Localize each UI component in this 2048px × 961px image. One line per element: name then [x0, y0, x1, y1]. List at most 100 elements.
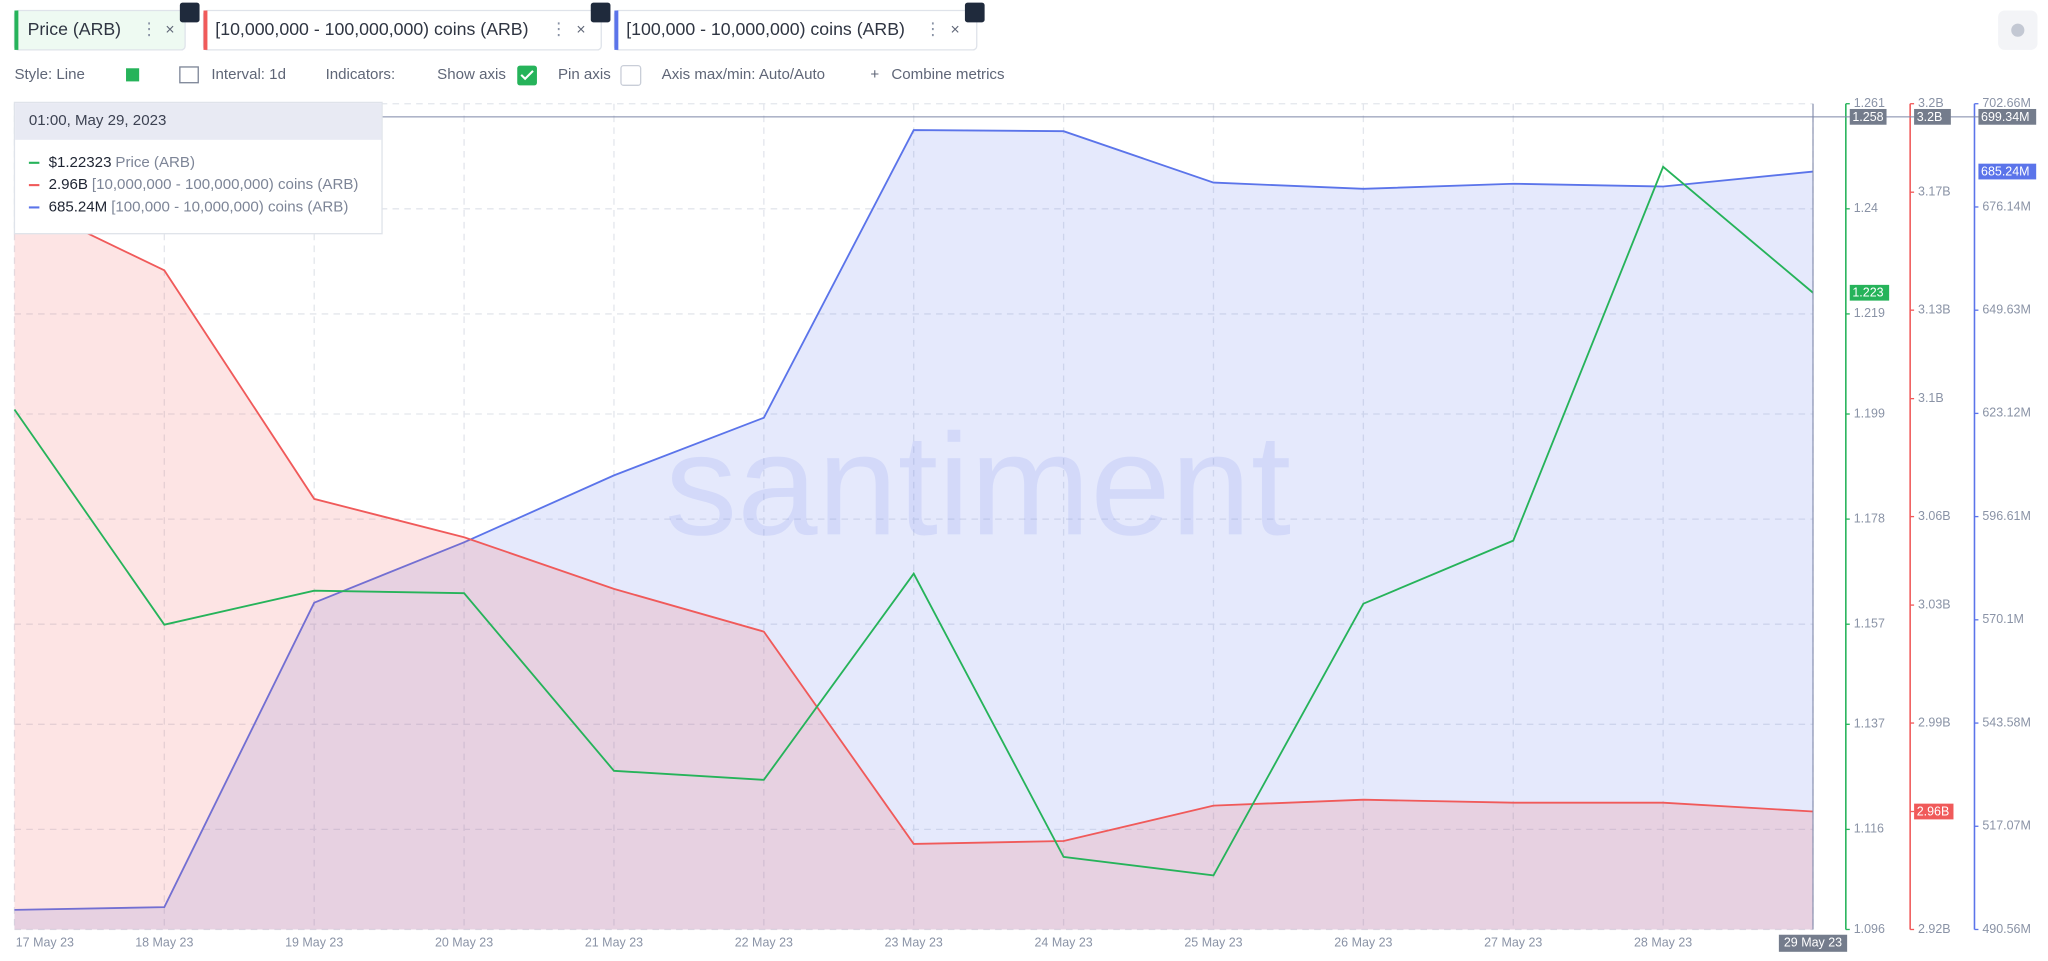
tab-icon — [179, 2, 200, 23]
tooltip-row: $1.22323 Price (ARB) — [49, 154, 195, 171]
x-tick-label: 20 May 23 — [435, 936, 493, 950]
current-value-badge — [1978, 163, 2037, 180]
style-dropdown[interactable]: Style: Line — [14, 66, 84, 83]
x-tick-label: 19 May 23 — [285, 936, 343, 950]
x-tick-label: 27 May 23 — [1484, 936, 1542, 950]
tooltip-header: 01:00, May 29, 2023 — [29, 112, 166, 129]
tooltip-header-bg — [15, 103, 382, 140]
tooltip-value: 2.96B — [49, 176, 88, 193]
x-tick-label: 18 May 23 — [135, 936, 193, 950]
tooltip-row: 2.96B [10,000,000 - 100,000,000) coins (A… — [49, 176, 359, 193]
crosshair-badge — [1914, 108, 1951, 125]
y-tick-label: 570.1M — [1982, 612, 2024, 626]
y-tick-label: 702.66M — [1982, 96, 2031, 110]
tab-label[interactable]: [100,000 - 10,000,000) coins (ARB) — [626, 19, 905, 39]
crosshair-label: 699.34M — [1981, 110, 2030, 124]
current-value-label: 1.223 — [1852, 286, 1883, 300]
tab-close[interactable]: × — [950, 21, 959, 38]
y-tick-label: 1.24 — [1854, 201, 1878, 215]
y-tick-label: 1.157 — [1854, 616, 1885, 630]
x-tick-label: 21 May 23 — [585, 936, 643, 950]
tab-close[interactable]: × — [576, 21, 585, 38]
crosshair-label: 3.2B — [1917, 110, 1943, 124]
tooltip-value: 685.24M — [49, 198, 108, 215]
area — [14, 198, 1814, 930]
tab-menu[interactable]: ⋮ — [550, 20, 567, 39]
y-tick-label: 1.096 — [1854, 922, 1885, 936]
crosshair-badge — [1849, 108, 1887, 125]
y-tick-label: 490.56M — [1982, 922, 2031, 936]
tab-menu[interactable]: ⋮ — [924, 20, 941, 39]
line — [13, 165, 1814, 877]
x-tick-label: 29 May 23 — [1784, 936, 1842, 950]
y-tick-label: 596.61M — [1982, 509, 2031, 523]
x-tick-label: 24 May 23 — [1034, 936, 1092, 950]
tab-icon — [590, 2, 611, 23]
y-tick-label: 1.116 — [1854, 822, 1884, 836]
y-tick-label: 1.219 — [1854, 306, 1885, 320]
pin-axis-label: Pin axis — [558, 66, 611, 83]
y-tick-label: 517.07M — [1982, 819, 2031, 833]
current-value-label: 685.24M — [1981, 164, 2030, 178]
y-tick-label: 623.12M — [1982, 406, 2031, 420]
watermark: santiment — [665, 403, 1291, 565]
tab-label[interactable]: Price (ARB) — [28, 19, 122, 39]
line — [14, 129, 1814, 911]
plus-icon: + — [870, 66, 879, 83]
interval-icon — [179, 66, 199, 84]
tab-close[interactable]: × — [165, 21, 174, 38]
color-picker[interactable] — [126, 68, 140, 82]
tab-marker — [614, 10, 619, 50]
y-tick-label: 676.14M — [1982, 199, 2031, 213]
x-tick-label: 25 May 23 — [1184, 936, 1242, 950]
y-tick-label: 1.199 — [1854, 406, 1885, 420]
tab-marker — [203, 10, 208, 50]
y-tick-label: 3.17B — [1918, 184, 1951, 198]
tab-icon — [964, 2, 985, 23]
x-tick-label: 28 May 23 — [1634, 936, 1692, 950]
y-tick-label: 3.1B — [1918, 391, 1944, 405]
crosshair-badge — [1978, 108, 2037, 125]
tab-menu[interactable]: ⋮ — [140, 20, 157, 39]
combine-metrics-button[interactable]: Combine metrics — [891, 66, 1004, 83]
y-tick-label: 1.137 — [1854, 717, 1885, 731]
x-tick-label: 26 May 23 — [1334, 936, 1392, 950]
tooltip-row: 685.24M [100,000 - 10,000,000) coins (ARB… — [49, 198, 349, 215]
tooltip-value: $1.22323 — [49, 154, 112, 171]
chart: 1.261 1.24 1.219 1.199 1.178 1.157 1.137 1.116 1… — [13, 96, 2037, 952]
current-value-label: 2.96B — [1917, 804, 1950, 818]
tab-marker — [14, 10, 19, 50]
indicators-dropdown[interactable]: Indicators: — [326, 66, 396, 83]
tooltip: 01:00, May 29, 2023 $1.22323 Price (ARB) 2… — [13, 101, 383, 235]
interval-dropdown[interactable]: Interval: 1d — [211, 66, 286, 83]
tooltip-name: [10,000,000 - 100,000,000) coins (ARB) — [92, 176, 359, 193]
tab-label[interactable]: [10,000,000 - 100,000,000) coins (ARB) — [215, 19, 528, 39]
tooltip-name: [100,000 - 10,000,000) coins (ARB) — [111, 198, 348, 215]
x-tick-label: 17 May 23 — [16, 936, 74, 950]
axis-minmax-dropdown[interactable]: Axis max/min: Auto/Auto — [662, 66, 825, 83]
check-mark — [520, 70, 534, 81]
settings-dot — [2011, 23, 2025, 37]
x-tick-label: 23 May 23 — [885, 936, 943, 950]
y-tick-label: 3.2B — [1918, 96, 1944, 110]
y-tick-label: 3.03B — [1918, 597, 1951, 611]
y-tick-label: 2.99B — [1918, 715, 1951, 729]
y-tick-label: 3.13B — [1918, 302, 1951, 316]
x-tick-label: 22 May 23 — [735, 936, 793, 950]
current-value-badge — [1849, 284, 1890, 301]
line — [14, 197, 1814, 845]
y-tick-label: 2.92B — [1918, 922, 1951, 936]
y-tick-label: 1.261 — [1854, 96, 1885, 110]
tooltip-name: Price (ARB) — [115, 154, 195, 171]
area — [14, 130, 1814, 930]
y-tick-label: 3.06B — [1918, 509, 1951, 523]
y-tick-label: 543.58M — [1982, 715, 2031, 729]
show-axis-label: Show axis — [437, 66, 506, 83]
y-tick-label: 649.63M — [1982, 302, 2031, 316]
y-tick-label: 1.178 — [1854, 511, 1885, 525]
x-label-badge — [1778, 934, 1848, 952]
pin-axis-checkbox[interactable] — [620, 64, 642, 86]
crosshair-label: 1.258 — [1852, 110, 1883, 124]
